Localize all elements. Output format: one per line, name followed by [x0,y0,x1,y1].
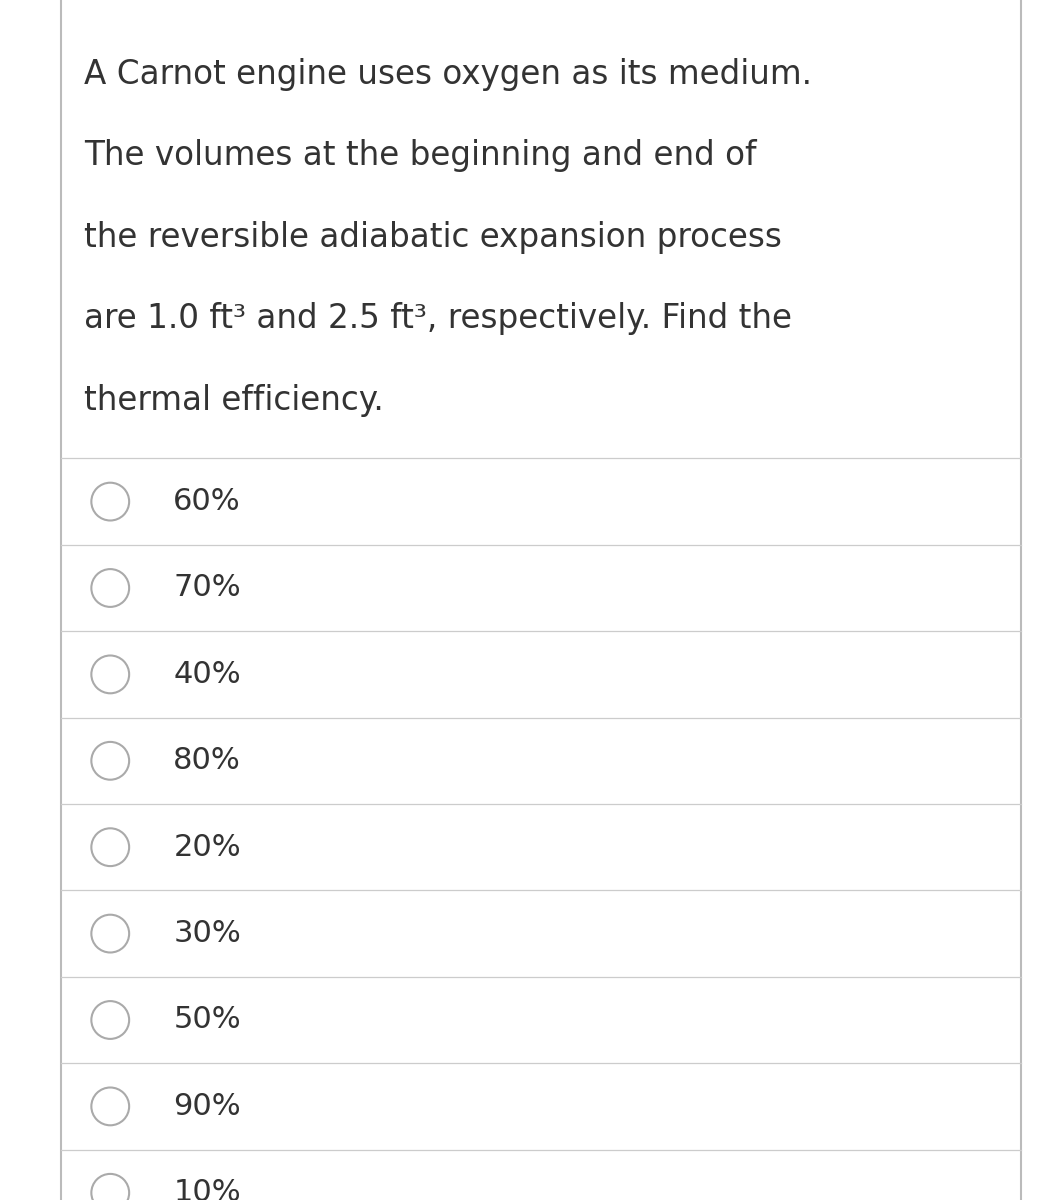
Text: 50%: 50% [173,1006,240,1034]
Text: 40%: 40% [173,660,240,689]
Text: are 1.0 ft³ and 2.5 ft³, respectively. Find the: are 1.0 ft³ and 2.5 ft³, respectively. F… [84,302,792,335]
Text: 90%: 90% [173,1092,240,1121]
Text: 10%: 10% [173,1178,240,1200]
Text: 20%: 20% [173,833,240,862]
Text: A Carnot engine uses oxygen as its medium.: A Carnot engine uses oxygen as its mediu… [84,58,812,91]
Text: 80%: 80% [173,746,242,775]
Text: 60%: 60% [173,487,240,516]
Text: 70%: 70% [173,574,240,602]
Text: thermal efficiency.: thermal efficiency. [84,384,383,418]
Text: the reversible adiabatic expansion process: the reversible adiabatic expansion proce… [84,221,782,254]
Text: 30%: 30% [173,919,242,948]
Text: The volumes at the beginning and end of: The volumes at the beginning and end of [84,139,756,172]
